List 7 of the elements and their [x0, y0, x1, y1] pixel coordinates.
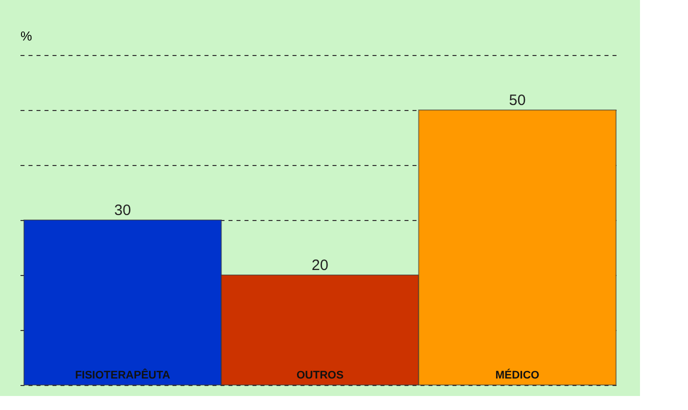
data-label: 30 — [114, 202, 131, 219]
x-tick-label: FISIOTERAPÊUTA — [75, 368, 170, 382]
y-axis-title: % — [20, 28, 32, 44]
data-label: 20 — [312, 257, 328, 274]
data-label: 50 — [509, 92, 526, 109]
x-tick-label: OUTROS — [296, 370, 344, 382]
x-tick-label: MÉDICO — [495, 368, 540, 382]
